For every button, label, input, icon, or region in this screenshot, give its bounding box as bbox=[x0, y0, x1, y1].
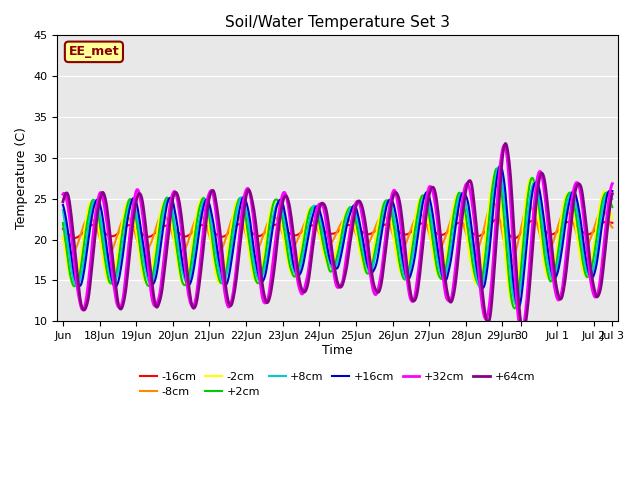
-8cm bbox=[69, 250, 77, 255]
+32cm bbox=[211, 198, 218, 204]
+2cm bbox=[609, 204, 616, 210]
-2cm bbox=[211, 263, 218, 268]
+32cm bbox=[181, 265, 189, 271]
+64cm bbox=[609, 191, 616, 197]
+8cm bbox=[69, 275, 77, 280]
+16cm bbox=[181, 274, 189, 279]
+32cm bbox=[500, 143, 508, 148]
-16cm bbox=[511, 235, 518, 241]
-2cm bbox=[609, 216, 616, 221]
+8cm bbox=[512, 302, 520, 308]
+8cm bbox=[404, 274, 412, 279]
+64cm bbox=[59, 199, 67, 204]
+64cm bbox=[502, 141, 509, 146]
-8cm bbox=[609, 225, 616, 230]
+16cm bbox=[496, 163, 504, 168]
+16cm bbox=[125, 207, 133, 213]
-8cm bbox=[507, 259, 515, 265]
+2cm bbox=[211, 252, 218, 258]
+64cm bbox=[125, 253, 133, 259]
+32cm bbox=[125, 235, 133, 241]
-8cm bbox=[125, 216, 133, 222]
+8cm bbox=[420, 193, 428, 199]
+32cm bbox=[609, 181, 616, 187]
Line: +64cm: +64cm bbox=[63, 144, 612, 330]
-2cm bbox=[509, 302, 517, 308]
+2cm bbox=[59, 220, 67, 226]
+64cm bbox=[404, 275, 412, 280]
-16cm bbox=[404, 231, 412, 237]
+64cm bbox=[211, 190, 218, 196]
+8cm bbox=[609, 196, 616, 202]
+16cm bbox=[420, 193, 428, 199]
+2cm bbox=[511, 306, 518, 312]
-2cm bbox=[404, 257, 412, 263]
-2cm bbox=[181, 279, 189, 285]
-16cm bbox=[181, 234, 189, 240]
+16cm bbox=[609, 188, 616, 194]
Line: -8cm: -8cm bbox=[63, 203, 612, 262]
Line: +8cm: +8cm bbox=[63, 167, 612, 305]
+32cm bbox=[420, 210, 428, 216]
+32cm bbox=[404, 286, 412, 291]
+64cm bbox=[420, 228, 428, 234]
-2cm bbox=[491, 172, 499, 178]
-8cm bbox=[490, 200, 497, 206]
+64cm bbox=[181, 250, 189, 255]
+8cm bbox=[181, 277, 189, 283]
+8cm bbox=[211, 239, 218, 245]
Line: -2cm: -2cm bbox=[63, 175, 612, 305]
+64cm bbox=[519, 327, 527, 333]
-8cm bbox=[181, 246, 189, 252]
-16cm bbox=[609, 220, 616, 226]
+8cm bbox=[59, 207, 67, 213]
+8cm bbox=[125, 201, 133, 207]
-8cm bbox=[404, 234, 412, 240]
Line: +16cm: +16cm bbox=[63, 166, 612, 308]
Y-axis label: Temperature (C): Temperature (C) bbox=[15, 127, 28, 229]
+32cm bbox=[518, 329, 525, 335]
X-axis label: Time: Time bbox=[323, 344, 353, 357]
Line: +32cm: +32cm bbox=[63, 145, 612, 332]
-2cm bbox=[125, 200, 133, 205]
+32cm bbox=[69, 246, 77, 252]
+2cm bbox=[125, 197, 133, 203]
-2cm bbox=[420, 199, 428, 205]
+16cm bbox=[404, 276, 412, 282]
+8cm bbox=[495, 164, 502, 170]
-2cm bbox=[69, 282, 77, 288]
-16cm bbox=[420, 220, 428, 226]
-16cm bbox=[59, 226, 67, 232]
+2cm bbox=[181, 282, 189, 288]
-16cm bbox=[69, 235, 77, 240]
-16cm bbox=[125, 222, 133, 228]
-16cm bbox=[211, 229, 218, 235]
+2cm bbox=[404, 269, 412, 275]
Line: +2cm: +2cm bbox=[63, 168, 612, 309]
+2cm bbox=[493, 166, 501, 171]
+2cm bbox=[69, 282, 77, 288]
+32cm bbox=[59, 192, 67, 197]
+16cm bbox=[69, 264, 77, 270]
+16cm bbox=[211, 225, 218, 231]
-8cm bbox=[59, 234, 67, 240]
Legend: -16cm, -8cm, -2cm, +2cm, +8cm, +16cm, +32cm, +64cm: -16cm, -8cm, -2cm, +2cm, +8cm, +16cm, +3… bbox=[136, 367, 540, 401]
+2cm bbox=[420, 193, 428, 199]
Line: -16cm: -16cm bbox=[63, 219, 612, 238]
-8cm bbox=[420, 216, 428, 222]
Title: Soil/Water Temperature Set 3: Soil/Water Temperature Set 3 bbox=[225, 15, 450, 30]
+64cm bbox=[69, 228, 77, 233]
-2cm bbox=[59, 233, 67, 239]
-16cm bbox=[493, 216, 501, 222]
+16cm bbox=[59, 202, 67, 208]
-8cm bbox=[211, 246, 218, 252]
+16cm bbox=[515, 305, 522, 311]
Text: EE_met: EE_met bbox=[68, 45, 119, 59]
